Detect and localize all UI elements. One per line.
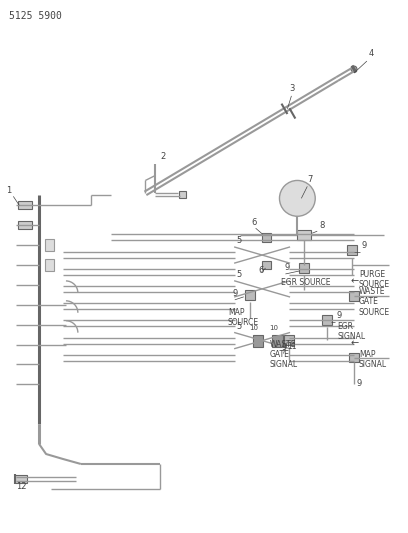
Text: 12: 12 [16, 482, 27, 491]
Text: EGR SOURCE: EGR SOURCE [282, 278, 331, 287]
Circle shape [279, 181, 315, 216]
Text: PURGE
SOURCE: PURGE SOURCE [359, 270, 390, 289]
Text: 7: 7 [307, 175, 313, 184]
Bar [245, 290, 255, 300]
Text: 5: 5 [237, 270, 242, 279]
Text: 9: 9 [282, 343, 287, 352]
Bar [299, 263, 309, 273]
Bar [349, 352, 359, 362]
Text: 6: 6 [259, 266, 264, 275]
Text: WASTE
GATE
SIGNAL: WASTE GATE SIGNAL [270, 340, 298, 369]
Text: 10: 10 [250, 325, 259, 330]
Bar [253, 335, 263, 346]
Text: 9: 9 [362, 241, 367, 250]
Text: 10: 10 [270, 325, 279, 330]
Text: ←: ← [351, 338, 359, 349]
Text: EGR
SIGNAL: EGR SIGNAL [337, 322, 365, 341]
Text: 9: 9 [357, 379, 362, 389]
Text: 11: 11 [287, 342, 297, 351]
Text: 3: 3 [289, 84, 295, 93]
Bar [322, 315, 332, 325]
Circle shape [351, 66, 357, 72]
Bar [18, 221, 32, 229]
Text: 6: 6 [252, 218, 257, 227]
Text: 5: 5 [237, 236, 242, 245]
Bar [272, 335, 284, 346]
Text: MAP
SIGNAL: MAP SIGNAL [359, 350, 387, 369]
Bar [262, 261, 271, 270]
Text: 9: 9 [336, 311, 341, 320]
Text: MAP
SOURCE: MAP SOURCE [228, 308, 259, 327]
Bar [44, 239, 53, 251]
Text: 2: 2 [160, 151, 166, 160]
Bar [284, 335, 295, 345]
Text: 4: 4 [369, 49, 374, 58]
Text: 5: 5 [237, 322, 242, 330]
Text: 1: 1 [7, 187, 11, 196]
Text: 5125 5900: 5125 5900 [9, 11, 62, 21]
Bar [15, 475, 27, 483]
Bar [44, 259, 53, 271]
Bar [347, 245, 357, 255]
Text: 8: 8 [319, 221, 325, 230]
Bar [349, 291, 359, 301]
Bar [179, 191, 186, 198]
Text: 9: 9 [284, 263, 290, 272]
Text: 9: 9 [233, 289, 238, 298]
Bar [262, 233, 271, 241]
Text: ←: ← [351, 276, 359, 286]
Bar [297, 230, 311, 240]
Text: WASTE
GATE
SOURCE: WASTE GATE SOURCE [359, 287, 390, 317]
Bar [18, 201, 32, 209]
